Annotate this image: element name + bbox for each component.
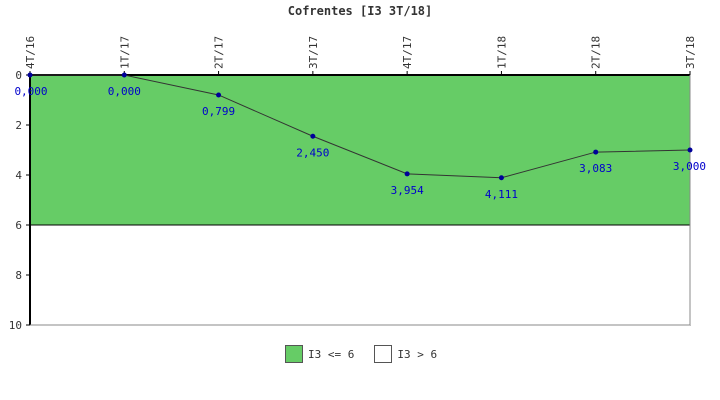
data-label: 4,111: [485, 188, 518, 201]
data-point: [593, 149, 599, 155]
legend-label-band-high: I3 > 6: [397, 347, 438, 361]
y-tick-label: 2: [15, 119, 22, 132]
y-tick-label: 10: [9, 319, 22, 332]
series-line: [30, 74, 691, 179]
x-tick-label: 2T/17: [213, 36, 226, 69]
x-tick-label: 4T/17: [401, 36, 414, 69]
y-tick-label: 6: [15, 219, 22, 232]
legend-item-band-high: I3 > 6: [374, 345, 437, 363]
chart-legend: I3 <= 6 I3 > 6: [285, 345, 437, 363]
legend-item-band-low: I3 <= 6: [285, 345, 354, 363]
band-1: [29, 224, 691, 326]
y-tick-label: 0: [15, 69, 22, 82]
data-point: [216, 92, 222, 98]
x-tick-label: 3T/18: [684, 36, 697, 69]
data-label: 3,083: [579, 162, 612, 175]
x-tick-label: 2T/18: [590, 36, 603, 69]
data-label: 2,450: [296, 146, 329, 159]
data-point: [121, 72, 127, 78]
legend-label-band-low: I3 <= 6: [308, 347, 355, 361]
legend-swatch-band-high: [374, 345, 393, 363]
legend-swatch-band-low: [285, 345, 303, 363]
chart-title: Cofrentes [I3 3T/18]: [287, 4, 433, 18]
data-point: [404, 171, 410, 177]
data-label: 3,954: [391, 184, 424, 197]
data-point: [310, 133, 316, 139]
x-tick-label: 1T/17: [118, 36, 131, 69]
y-tick-label: 4: [15, 169, 22, 182]
x-tick-label: 4T/16: [24, 36, 37, 69]
x-tick-label: 3T/17: [307, 36, 320, 69]
data-label: 0,799: [202, 105, 235, 118]
data-label: 0,000: [108, 85, 141, 98]
data-point: [687, 147, 693, 153]
data-point: [27, 72, 33, 78]
y-tick-label: 8: [15, 269, 22, 282]
x-tick-label: 1T/18: [495, 36, 508, 69]
data-point: [498, 175, 504, 181]
data-label: 0,000: [14, 85, 47, 98]
data-label: 3,000: [673, 160, 706, 173]
